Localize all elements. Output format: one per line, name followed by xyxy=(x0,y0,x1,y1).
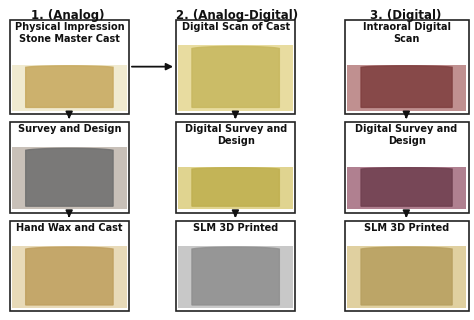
Polygon shape xyxy=(361,168,452,206)
Bar xyxy=(178,45,293,111)
Text: SLM 3D Printed: SLM 3D Printed xyxy=(364,223,449,233)
Polygon shape xyxy=(361,247,452,305)
Bar xyxy=(347,246,466,308)
Bar xyxy=(176,20,295,114)
Bar xyxy=(12,147,127,209)
Text: Physical Impression
Stone Master Cast: Physical Impression Stone Master Cast xyxy=(15,22,124,44)
Bar xyxy=(176,220,295,311)
Polygon shape xyxy=(192,168,279,206)
Bar xyxy=(9,122,129,212)
Bar xyxy=(347,65,466,111)
Text: 1. (Analog): 1. (Analog) xyxy=(31,9,105,22)
Polygon shape xyxy=(26,247,113,305)
Bar xyxy=(176,122,295,212)
Bar xyxy=(9,20,129,114)
Text: Survey and Design: Survey and Design xyxy=(18,124,121,134)
Bar xyxy=(178,246,293,308)
Bar xyxy=(178,167,293,209)
Polygon shape xyxy=(26,148,113,206)
Text: Digital Scan of Cast: Digital Scan of Cast xyxy=(182,22,290,32)
Bar xyxy=(9,220,129,311)
Text: 2. (Analog-Digital): 2. (Analog-Digital) xyxy=(176,9,298,22)
Text: Digital Survey and
Design: Digital Survey and Design xyxy=(184,124,287,146)
Polygon shape xyxy=(26,66,113,108)
Polygon shape xyxy=(192,46,279,108)
Text: Hand Wax and Cast: Hand Wax and Cast xyxy=(16,223,123,233)
Bar xyxy=(347,167,466,209)
Polygon shape xyxy=(361,66,452,108)
Bar xyxy=(345,220,469,311)
Bar xyxy=(345,20,469,114)
Bar xyxy=(12,65,127,111)
Text: Intraoral Digital
Scan: Intraoral Digital Scan xyxy=(363,22,451,44)
Text: 3. (Digital): 3. (Digital) xyxy=(370,9,441,22)
Bar xyxy=(345,122,469,212)
Bar xyxy=(12,246,127,308)
Text: SLM 3D Printed: SLM 3D Printed xyxy=(193,223,278,233)
Text: Digital Survey and
Design: Digital Survey and Design xyxy=(356,124,458,146)
Polygon shape xyxy=(192,247,279,305)
